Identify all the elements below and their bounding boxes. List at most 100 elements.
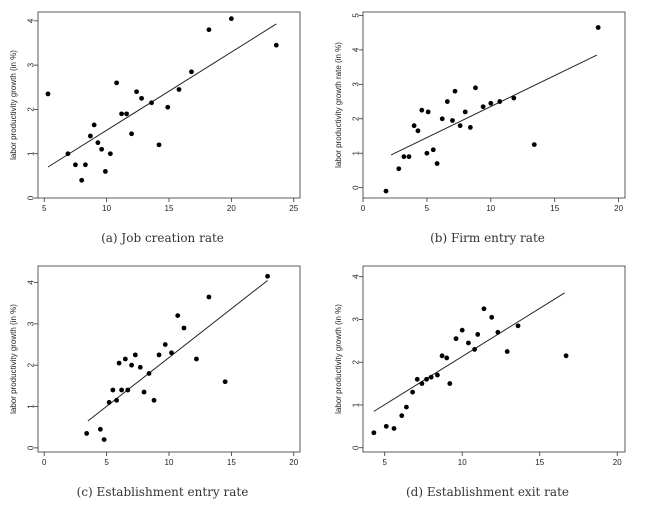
chart-panel-establishment-exit: 510152001234establishment exit rate (in …	[325, 254, 650, 508]
data-point	[391, 426, 397, 431]
y-tick-label: 0	[351, 445, 360, 450]
x-tick-label: 10	[102, 204, 111, 213]
y-tick-label: 4	[351, 47, 360, 52]
data-point	[467, 124, 473, 130]
data-point	[473, 85, 478, 91]
data-point	[73, 162, 78, 168]
data-point	[265, 273, 270, 279]
data-point	[435, 372, 440, 378]
plot-frame	[362, 265, 626, 453]
data-point	[497, 99, 503, 104]
data-point	[149, 100, 154, 106]
x-tick-label: 10	[458, 458, 467, 467]
data-point	[447, 381, 453, 386]
data-point	[383, 188, 389, 194]
data-point	[84, 431, 90, 436]
x-tick-label: 20	[227, 204, 236, 213]
data-point	[424, 150, 430, 156]
data-point	[146, 371, 152, 376]
data-point	[563, 353, 569, 359]
data-point	[419, 107, 425, 113]
y-tick-label: 0	[26, 195, 35, 200]
chart-caption: (d) Establishment exit rate	[405, 485, 569, 499]
data-point	[424, 376, 429, 382]
chart-caption: (b) Firm entry rate	[430, 231, 545, 245]
data-point	[119, 387, 124, 393]
data-point	[515, 323, 521, 329]
plot-frame	[362, 11, 626, 199]
y-axis-label: labor productivity growth (in %)	[9, 50, 18, 160]
data-point	[134, 89, 139, 95]
data-point	[495, 329, 501, 335]
data-point	[401, 154, 407, 160]
data-point	[396, 166, 402, 172]
data-point	[415, 128, 421, 134]
data-point	[137, 364, 143, 370]
data-point	[425, 109, 431, 115]
data-point	[124, 111, 129, 117]
data-point	[156, 142, 162, 148]
y-tick-label: 1	[351, 402, 360, 407]
data-point	[206, 27, 212, 33]
fit-line	[47, 23, 277, 168]
data-point	[480, 104, 486, 110]
data-point	[194, 356, 199, 362]
y-axis-label: labor productivity growth rate (in %)	[334, 42, 343, 168]
data-point	[444, 99, 450, 104]
data-point	[411, 123, 417, 129]
y-tick-label: 4	[26, 18, 35, 23]
chart-panel-firm-entry: 05101520012345firm entry rate (in %)labo…	[325, 0, 650, 254]
data-point	[114, 80, 119, 86]
data-point	[129, 362, 134, 368]
data-point	[97, 426, 103, 432]
data-point	[79, 177, 85, 183]
data-point	[228, 16, 234, 22]
data-point	[101, 437, 107, 442]
data-point	[434, 161, 440, 166]
plot-frame	[37, 11, 301, 199]
data-point	[410, 389, 416, 395]
data-point	[141, 389, 147, 395]
chart-caption: (a) Job creation rate	[101, 231, 224, 245]
data-point	[206, 294, 212, 300]
data-point	[176, 87, 182, 92]
data-point	[129, 131, 134, 137]
data-point	[156, 352, 162, 358]
data-point	[489, 314, 495, 320]
data-point	[439, 116, 445, 122]
data-point	[444, 355, 450, 361]
data-point	[450, 118, 455, 123]
data-point	[488, 100, 494, 106]
data-point	[91, 122, 97, 128]
x-tick-label: 10	[486, 204, 495, 213]
y-tick-label: 2	[351, 359, 360, 364]
data-point	[107, 151, 113, 157]
data-point	[531, 142, 537, 148]
x-tick-label: 5	[104, 458, 109, 467]
data-point	[475, 332, 481, 337]
scatter-plot-establishment-exit: 510152001234establishment exit rate (in …	[334, 265, 626, 467]
data-point	[399, 413, 405, 419]
y-axis-label: labor productivity growth (in %)	[9, 304, 18, 414]
y-tick-label: 3	[26, 62, 35, 67]
plot-frame	[37, 265, 301, 453]
data-point	[132, 352, 138, 358]
data-point	[116, 360, 122, 366]
x-tick-label: 20	[613, 458, 622, 467]
data-point	[414, 376, 420, 382]
y-tick-label: 2	[26, 362, 35, 367]
data-point	[95, 140, 101, 146]
x-tick-label: 25	[289, 204, 298, 213]
data-point	[119, 111, 124, 117]
data-point	[151, 397, 157, 403]
scatter-plot-job-creation: 51015202501234job creation rate (in %)la…	[9, 11, 301, 213]
data-point	[122, 356, 128, 362]
x-tick-label: 15	[227, 458, 236, 467]
y-axis-label: labor productivity growth (in %)	[334, 304, 343, 414]
data-point	[472, 346, 478, 352]
data-point	[504, 349, 510, 354]
data-point	[383, 423, 389, 429]
y-tick-label: 3	[351, 317, 360, 322]
fit-line	[87, 280, 268, 422]
data-point	[110, 387, 116, 393]
